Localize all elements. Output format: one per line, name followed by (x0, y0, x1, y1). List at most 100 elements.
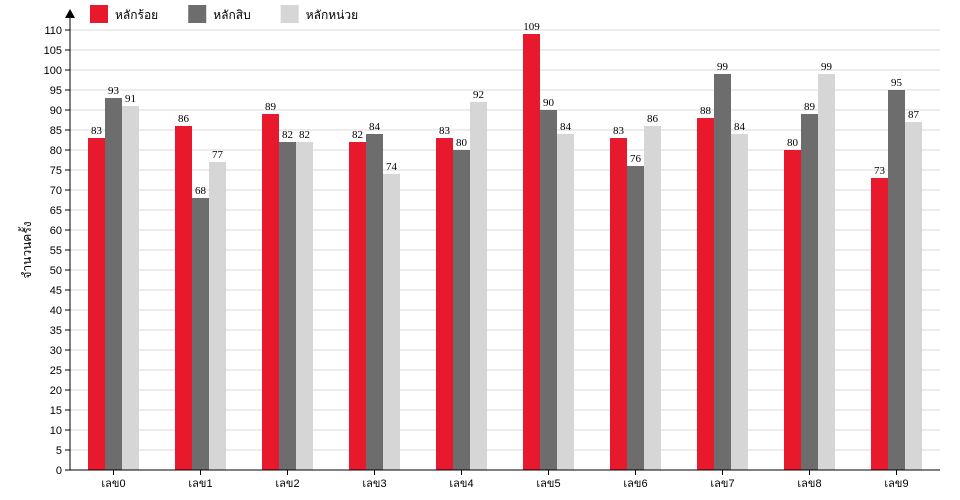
legend-swatch (280, 5, 299, 23)
y-tick-label: 30 (50, 345, 62, 357)
data-label: 84 (369, 121, 381, 133)
legend-swatch (90, 5, 108, 23)
bar (192, 198, 209, 470)
data-label: 68 (195, 185, 207, 197)
bar (644, 126, 661, 470)
bar (557, 134, 574, 470)
x-tick-label: เลข8 (797, 478, 821, 490)
data-label: 89 (265, 101, 277, 113)
legend-label: หลักหน่วย (306, 8, 358, 22)
bar (453, 150, 470, 470)
data-label: 83 (613, 125, 625, 137)
bar (905, 122, 922, 470)
x-tick-label: เลข5 (536, 478, 560, 490)
data-label: 77 (212, 149, 224, 161)
data-label: 84 (560, 121, 572, 133)
bar (627, 166, 644, 470)
x-tick-label: เลข2 (275, 478, 299, 490)
y-tick-label: 55 (50, 245, 62, 257)
y-tick-label: 15 (50, 405, 62, 417)
bar (366, 134, 383, 470)
bar (262, 114, 279, 470)
bars (88, 34, 922, 470)
axes: 0 5 10 15 20 25 30 35 40 45 50 55 60 65 70 75 80 85 90 95 10… (44, 9, 940, 490)
bar (801, 114, 818, 470)
x-tick-label: เลข6 (623, 478, 647, 490)
data-label: 73 (874, 165, 886, 177)
data-label: 80 (787, 137, 799, 149)
y-tick-label: 65 (50, 205, 62, 217)
bar (731, 134, 748, 470)
legend-swatch (188, 5, 207, 23)
data-label: 82 (282, 129, 293, 141)
bar (523, 34, 540, 470)
data-label: 83 (439, 125, 451, 137)
legend: หลักร้อย หลักสิบ หลักหน่วย (90, 5, 358, 23)
data-label: 74 (386, 161, 398, 173)
data-label: 99 (717, 61, 729, 73)
x-tick-label: เลข9 (884, 478, 908, 490)
y-tick-label: 75 (50, 165, 62, 177)
y-tick-label: 70 (50, 185, 62, 197)
bar (209, 162, 226, 470)
bar (88, 138, 105, 470)
bar (470, 102, 487, 470)
y-tick-label: 110 (44, 25, 62, 37)
y-tick-label: 5 (56, 445, 62, 457)
legend-label: หลักสิบ (213, 8, 250, 22)
y-tick-label: 85 (50, 125, 62, 137)
bar (540, 110, 557, 470)
y-tick-label: 50 (50, 265, 62, 277)
data-label: 76 (630, 153, 642, 165)
data-label: 89 (804, 101, 816, 113)
bar (818, 74, 835, 470)
y-tick-label: 25 (50, 365, 62, 377)
bar (122, 106, 139, 470)
bar (436, 138, 453, 470)
bar (349, 142, 366, 470)
data-label: 82 (352, 129, 363, 141)
y-tick-label: 100 (44, 65, 62, 77)
data-label: 99 (821, 61, 833, 73)
x-tick-label: เลข3 (362, 478, 386, 490)
bar (175, 126, 192, 470)
y-tick-label: 60 (50, 225, 62, 237)
bar (784, 150, 801, 470)
y-tick-label: 45 (50, 285, 62, 297)
x-tick-label: เลข0 (101, 478, 125, 490)
data-label: 87 (908, 109, 920, 121)
x-tick-label: เลข7 (710, 478, 734, 490)
data-label: 91 (125, 93, 136, 105)
data-label: 80 (456, 137, 468, 149)
data-label: 90 (543, 97, 555, 109)
bar (383, 174, 400, 470)
bar (296, 142, 313, 470)
y-axis-arrow (65, 9, 75, 18)
x-tick-label: เลข1 (188, 478, 212, 490)
bar (105, 98, 122, 470)
data-label: 84 (734, 121, 746, 133)
data-label: 83 (91, 125, 103, 137)
y-tick-label: 90 (50, 105, 62, 117)
data-label: 86 (647, 113, 659, 125)
y-tick-label: 35 (50, 325, 62, 337)
x-tick-label: เลข4 (449, 478, 473, 490)
y-tick-label: 0 (56, 465, 62, 477)
y-tick-label: 105 (44, 45, 62, 57)
y-tick-label: 95 (50, 85, 62, 97)
data-label: 93 (108, 85, 120, 97)
y-tick-label: 40 (50, 305, 62, 317)
y-tick-label: 20 (50, 385, 62, 397)
data-label: 95 (891, 77, 903, 89)
bar (871, 178, 888, 470)
legend-label: หลักร้อย (115, 8, 158, 22)
data-label: 86 (178, 113, 190, 125)
data-label: 92 (473, 89, 484, 101)
y-axis-label: จำนวนครั้ง (18, 221, 34, 278)
bar (714, 74, 731, 470)
y-tick-label: 10 (50, 425, 62, 437)
bar (279, 142, 296, 470)
data-label: 88 (700, 105, 712, 117)
y-tick-label: 80 (50, 145, 62, 157)
